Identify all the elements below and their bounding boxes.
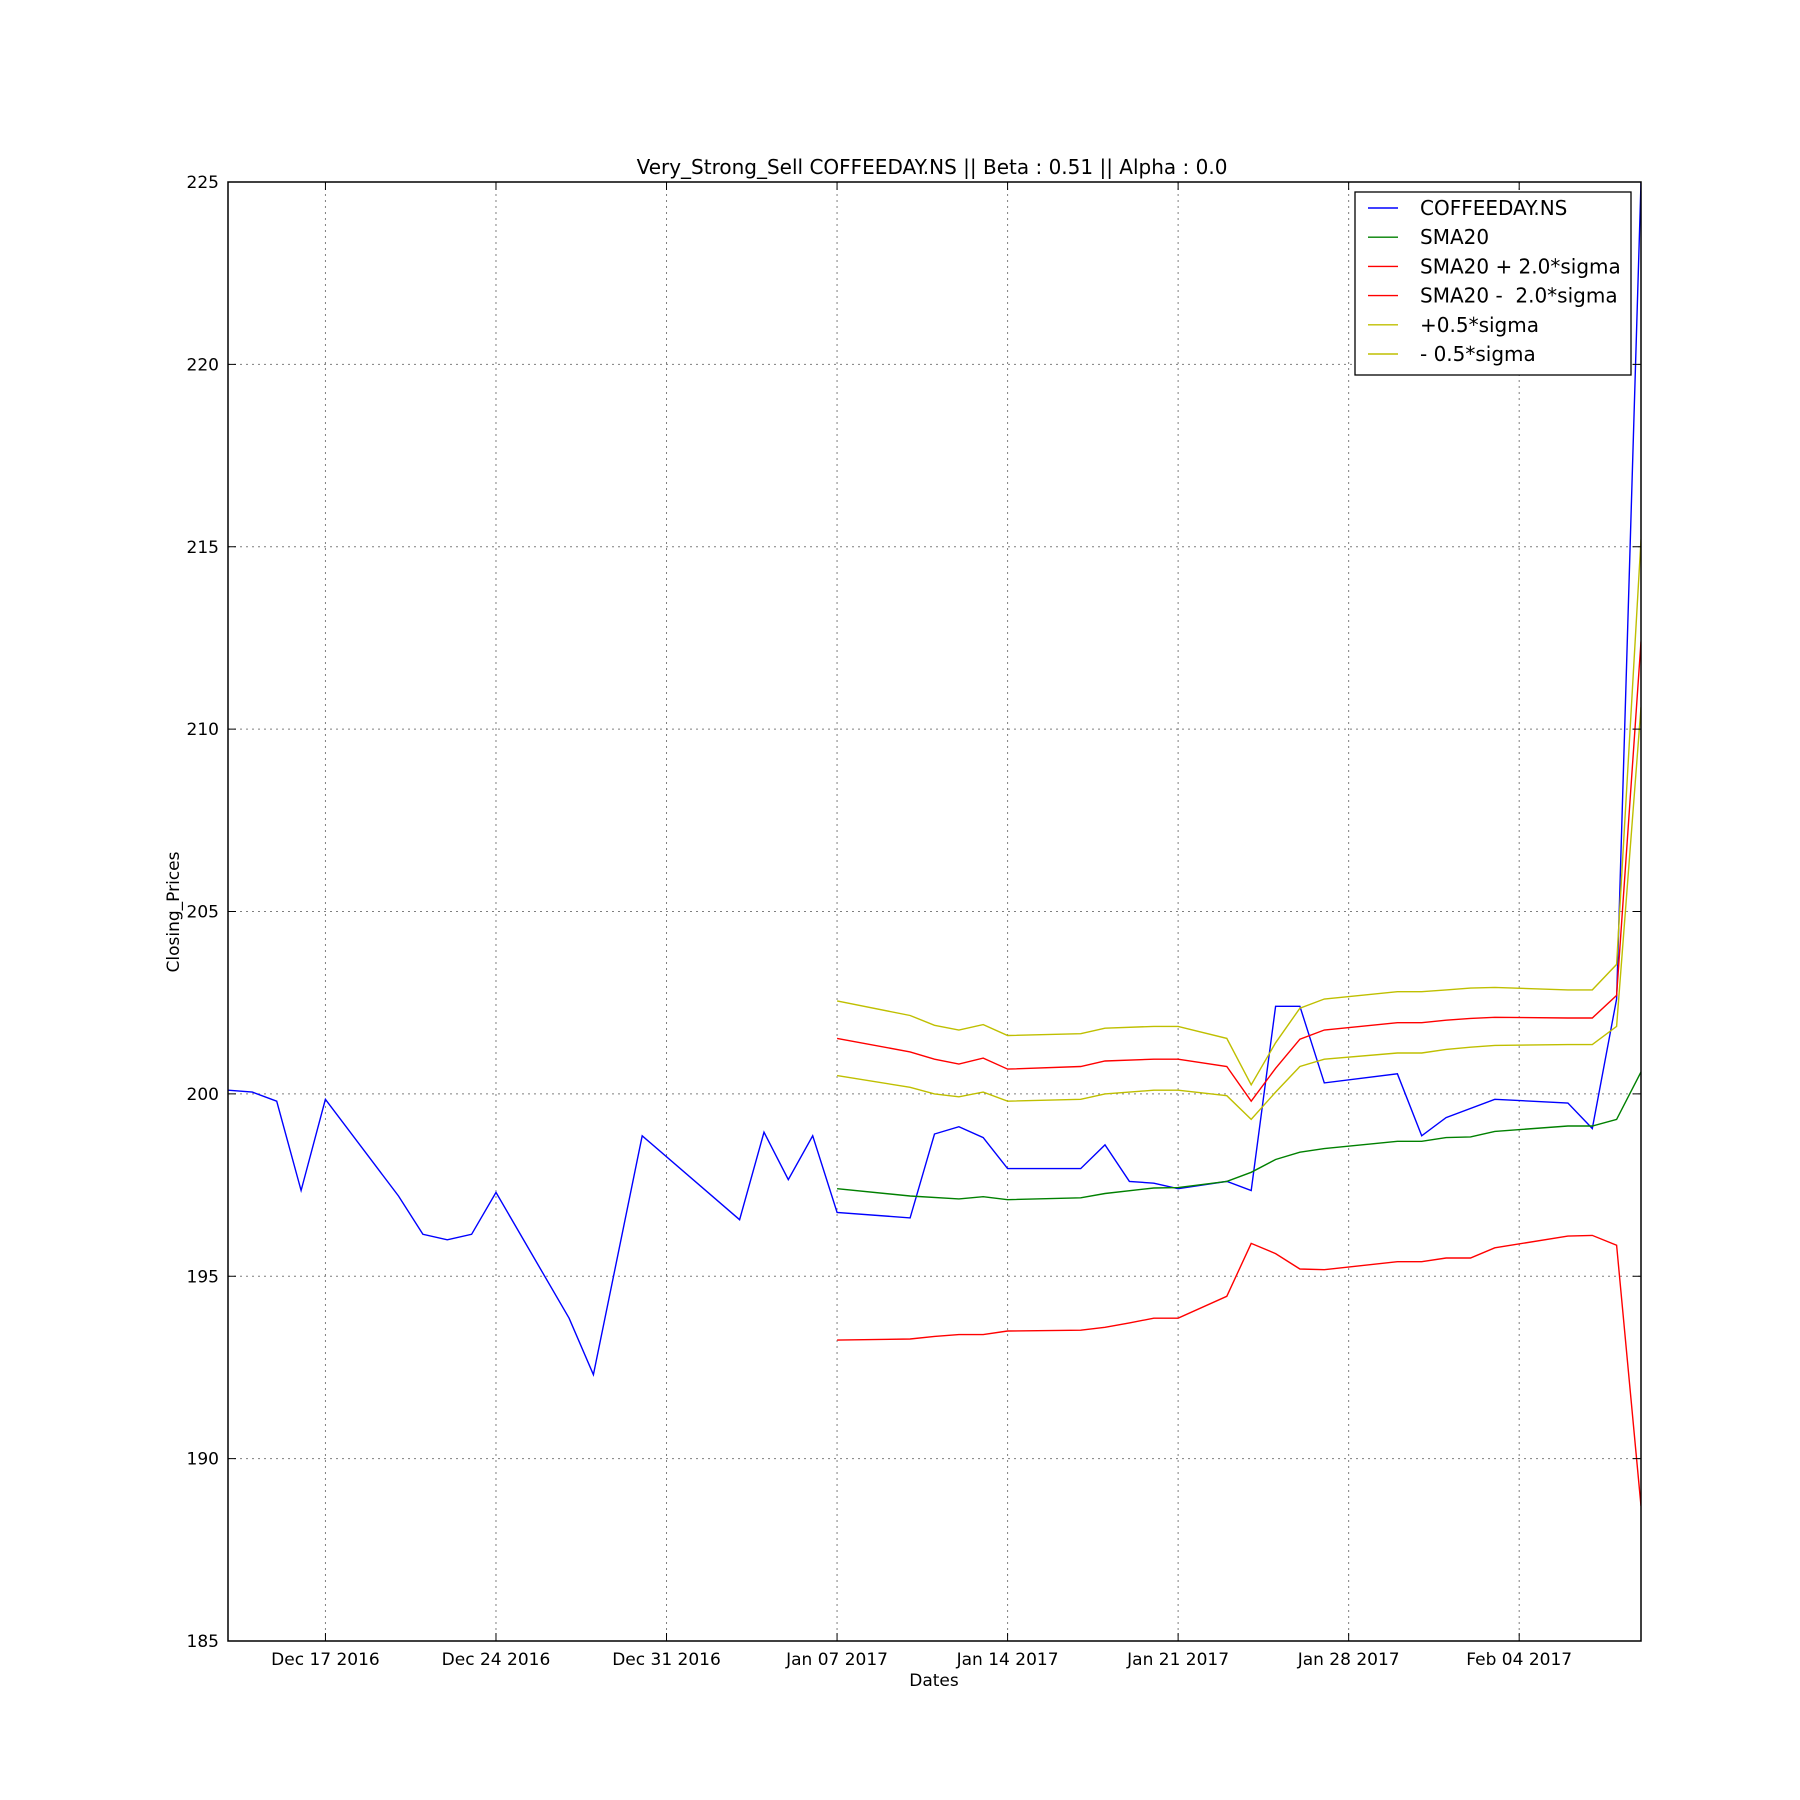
y-tick-label: 215	[187, 538, 219, 558]
x-tick-label: Jan 07 2017	[785, 1650, 888, 1670]
legend-label: - 0.5*sigma	[1420, 342, 1536, 366]
y-tick-label: 225	[187, 173, 219, 193]
legend-label: SMA20	[1420, 225, 1489, 249]
y-tick-label: 210	[187, 720, 219, 740]
x-tick-label: Dec 31 2016	[612, 1650, 721, 1670]
y-tick-label: 220	[187, 355, 219, 375]
series-line-0	[228, 182, 1641, 1378]
chart-title: Very_Strong_Sell COFFEEDAY.NS || Beta : …	[637, 155, 1228, 179]
legend-label: SMA20 - 2.0*sigma	[1420, 284, 1618, 308]
grid-lines	[228, 182, 1641, 1641]
series-line-4	[836, 539, 1641, 1087]
y-tick-label: 200	[187, 1085, 219, 1105]
data-series	[228, 182, 1641, 1507]
y-axis-label: Closing_Prices	[164, 851, 184, 972]
x-tick-label: Jan 28 2017	[1297, 1650, 1400, 1670]
axis-ticks: 185 190 195 200 205 210 215 220 225 Dec 17 2016 De…	[187, 173, 1641, 1670]
y-tick-label: 185	[187, 1632, 219, 1652]
legend-label: COFFEEDAY.NS	[1420, 196, 1567, 220]
x-tick-label: Dec 24 2016	[442, 1650, 551, 1670]
x-axis-label: Dates	[909, 1671, 959, 1691]
series-line-3	[837, 1234, 1641, 1507]
y-tick-label: 205	[187, 903, 219, 923]
x-tick-label: Feb 04 2017	[1466, 1650, 1572, 1670]
series-line-5	[836, 707, 1641, 1121]
y-tick-label: 195	[187, 1267, 219, 1287]
x-tick-label: Jan 21 2017	[1126, 1650, 1229, 1670]
series-line-1	[837, 1071, 1641, 1201]
x-tick-label: Jan 14 2017	[956, 1650, 1059, 1670]
y-tick-label: 190	[187, 1450, 219, 1470]
series-line-2	[836, 641, 1641, 1103]
legend-box	[1354, 191, 1632, 376]
legend: COFFEEDAY.NS SMA20 SMA20 + 2.0*sigma SMA20 …	[1354, 191, 1632, 376]
legend-label: SMA20 + 2.0*sigma	[1420, 254, 1621, 278]
legend-label: +0.5*sigma	[1420, 313, 1539, 337]
x-tick-label: Dec 17 2016	[271, 1650, 380, 1670]
